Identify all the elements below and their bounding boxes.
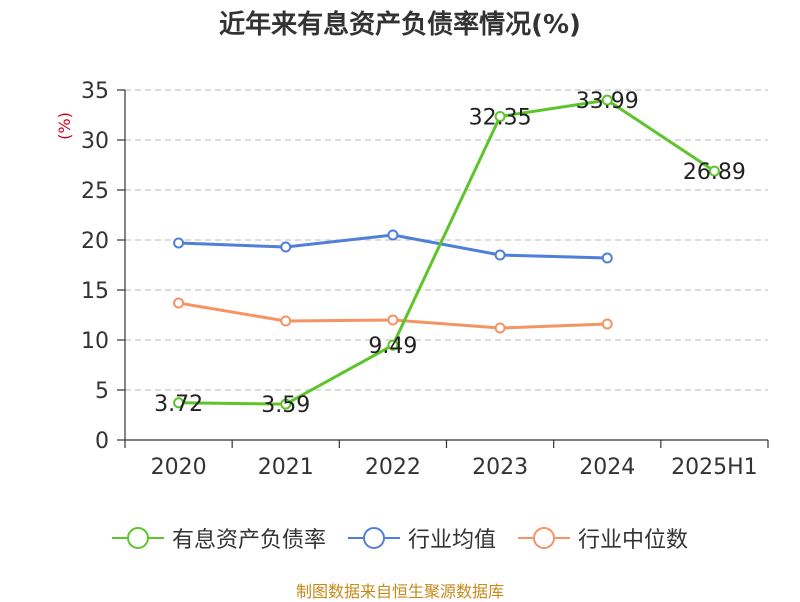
chart-title: 近年来有息资产负债率情况(%) [219, 10, 581, 40]
y-tick-label: 25 [81, 179, 109, 204]
y-tick-label: 0 [95, 429, 109, 454]
legend-item[interactable]: 有息资产负债率 [111, 522, 326, 554]
data-point [280, 398, 292, 410]
data-point [280, 241, 292, 253]
legend-marker-icon [518, 526, 570, 550]
data-point [387, 314, 399, 326]
y-axis-label: (%) [55, 112, 74, 140]
legend-marker-icon [347, 526, 400, 550]
y-tick-label: 15 [81, 279, 109, 304]
data-point [601, 252, 613, 264]
x-tick-label: 2022 [365, 455, 421, 480]
legend-item[interactable]: 行业中位数 [518, 522, 688, 554]
y-tick-label: 20 [81, 229, 109, 254]
data-label: 3.59 [261, 393, 310, 418]
y-tick-label: 30 [81, 129, 109, 154]
data-label: 33.99 [576, 89, 639, 114]
series-line-0 [178, 98, 716, 406]
data-label: 26.89 [683, 160, 746, 185]
legend-marker-icon [111, 526, 164, 550]
data-point [601, 94, 613, 106]
y-tick-label: 35 [81, 79, 109, 104]
y-tick-label: 5 [95, 379, 109, 404]
data-label: 3.72 [154, 392, 203, 417]
data-point [387, 339, 399, 351]
data-point [173, 397, 185, 409]
data-point [173, 297, 185, 309]
legend-label: 行业均值 [407, 528, 496, 553]
x-tick-label: 2021 [258, 455, 314, 480]
legend-label: 行业中位数 [578, 528, 689, 553]
data-point [494, 249, 506, 261]
data-point [387, 229, 399, 241]
data-point [708, 165, 720, 177]
data-label: 9.49 [368, 334, 417, 359]
x-tick-label: 2023 [472, 455, 528, 480]
data-point [173, 237, 185, 249]
y-tick-label: 10 [81, 329, 109, 354]
x-tick-label: 2024 [579, 455, 635, 480]
data-label: 32.35 [469, 106, 532, 131]
data-point [280, 315, 292, 327]
data-point [601, 318, 613, 330]
legend-item[interactable]: 行业均值 [347, 522, 496, 554]
source-note: 制图数据来自恒生聚源数据库 [295, 582, 504, 601]
x-tick-label: 2020 [151, 455, 207, 480]
data-point [494, 322, 506, 334]
legend-label: 有息资产负债率 [171, 528, 326, 553]
data-point [494, 111, 506, 122]
legend: 有息资产负债率 行业均值 行业中位数 [0, 518, 800, 558]
x-tick-label: 2025H1 [671, 455, 758, 480]
